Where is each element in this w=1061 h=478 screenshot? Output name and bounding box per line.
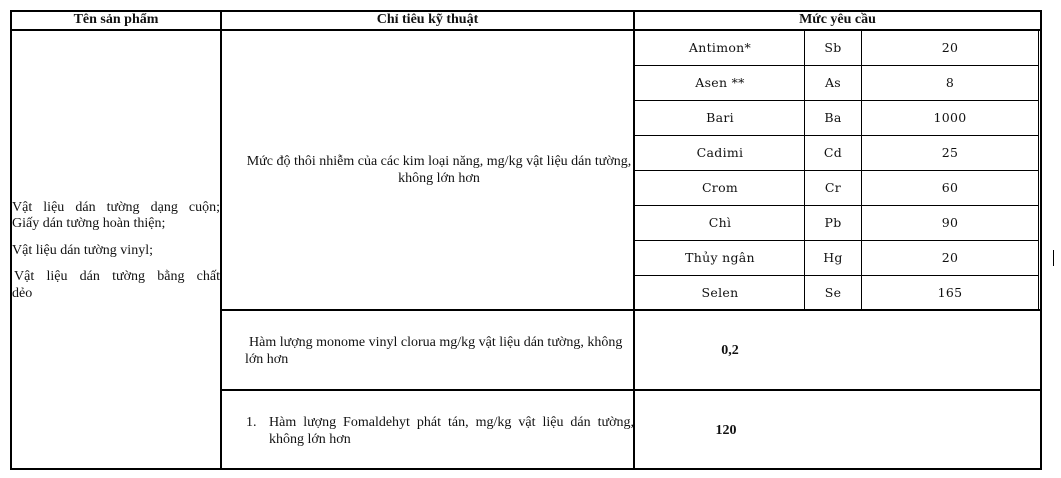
metal-symbol: Se: [824, 285, 842, 300]
border: [10, 29, 1042, 31]
value-formaldehyde: 120: [715, 423, 737, 438]
metal-limit: 20: [941, 250, 959, 265]
product-line: dẻo: [12, 286, 33, 301]
metal-symbol: Pb: [824, 215, 842, 230]
metal-name: Crom: [701, 180, 739, 195]
metal-limit: 90: [941, 215, 959, 230]
spec-vinyl-chloride: Hàm lượng monome vinyl clorua mg/kg vật …: [245, 335, 623, 367]
metal-limit: 165: [937, 285, 963, 300]
metal-name: Antimon*: [688, 40, 752, 55]
border: [10, 10, 1042, 12]
metal-symbol: Hg: [823, 250, 843, 265]
metal-name: Selen: [701, 285, 739, 300]
product-line: Vật liệu dán tường dạng cuộn;: [12, 200, 220, 215]
product-line: Vật liệu dán tường bằng chất: [14, 269, 220, 284]
metal-limit: 8: [945, 75, 955, 90]
border: [221, 309, 1041, 311]
border: [633, 10, 635, 470]
border: [1040, 10, 1042, 470]
product-line: Vật liệu dán tường vinyl;: [12, 243, 153, 258]
metal-symbol: As: [824, 75, 842, 90]
metal-symbol: Cr: [824, 180, 842, 195]
border: [221, 389, 1041, 391]
value-vinyl-chloride: 0,2: [721, 343, 739, 358]
border: [10, 468, 1042, 470]
metal-name: Asen **: [695, 75, 745, 90]
border: [220, 10, 222, 470]
header-product: Tên sản phẩm: [73, 12, 159, 27]
metal-limit: 1000: [933, 110, 967, 125]
spec-formaldehyde: Hàm lượng Fomaldehyt phát tán, mg/kg vật…: [269, 415, 634, 447]
list-number: 1.: [246, 415, 257, 430]
header-spec: Chỉ tiêu kỹ thuật: [376, 12, 479, 27]
metal-symbol: Cd: [823, 145, 843, 160]
row-divider: [635, 135, 1039, 136]
row-divider: [635, 170, 1039, 171]
product-line: Giấy dán tường hoàn thiện;: [12, 216, 166, 231]
row-divider: [635, 275, 1039, 276]
metal-name: Cadimi: [696, 145, 744, 160]
row-divider: [635, 205, 1039, 206]
metal-limit: 60: [941, 180, 959, 195]
metal-symbol: Ba: [824, 110, 842, 125]
text-cursor: [1053, 250, 1054, 266]
row-divider: [635, 100, 1039, 101]
metal-name: Thủy ngân: [685, 250, 755, 265]
metal-name: Bari: [706, 110, 734, 125]
row-divider: [635, 65, 1039, 66]
metal-symbol: Sb: [824, 40, 842, 55]
metal-limit: 25: [941, 145, 959, 160]
metal-limit: 20: [941, 40, 959, 55]
header-requirement: Mức yêu cầu: [799, 12, 876, 27]
row-divider: [635, 240, 1039, 241]
spec-heavy-metals: Mức độ thôi nhiễm của các kim loại năng,…: [246, 154, 632, 186]
border: [10, 10, 12, 470]
metal-name: Chì: [708, 215, 732, 230]
